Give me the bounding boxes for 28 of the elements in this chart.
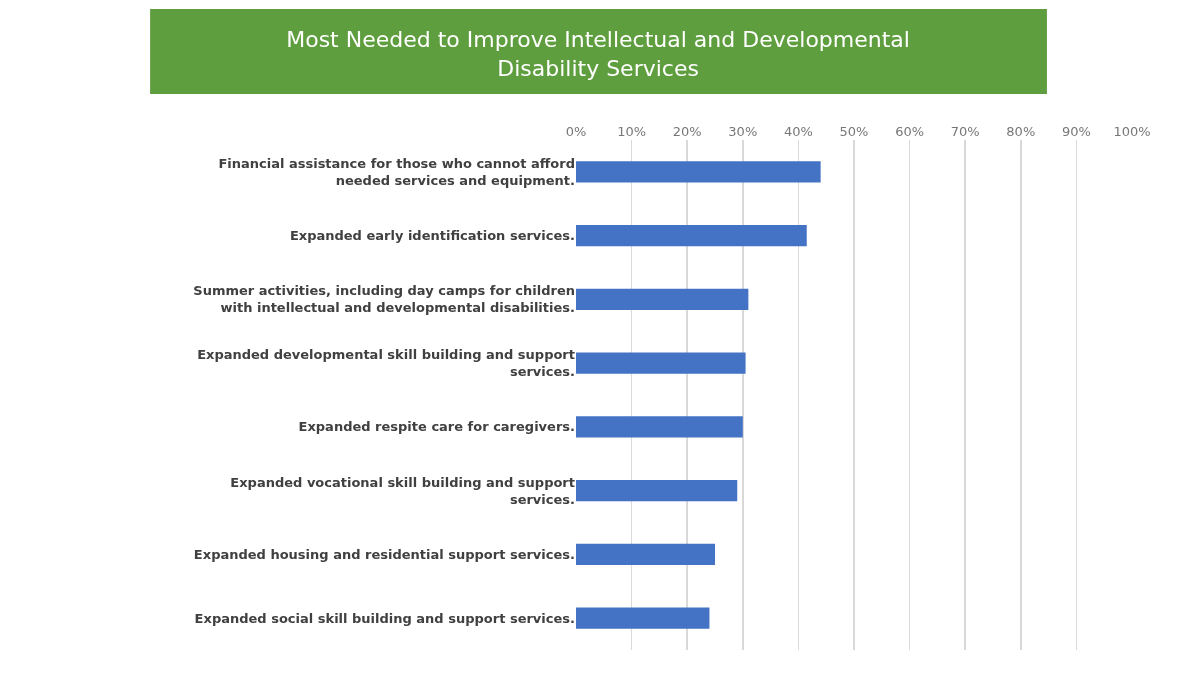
bar [576, 416, 743, 438]
x-tick-label: 100% [1113, 124, 1151, 140]
x-tick-label: 20% [672, 124, 702, 140]
y-tick-label: Expanded vocational skill building and support services. [230, 474, 575, 507]
x-tick-label: 50% [839, 124, 869, 140]
x-tick-label: 10% [617, 124, 647, 140]
x-tick-label: 40% [783, 124, 813, 140]
x-tick-label: 60% [895, 124, 925, 140]
y-tick-label: Summer activities, including day camps for children with intellectual and developmental disabilities. [193, 283, 575, 316]
bar [576, 543, 715, 565]
chart-title: Most Needed to Improve Intellectual and Developmental Disability Services [286, 27, 910, 81]
y-tick-label: Expanded respite care for caregivers. [298, 419, 575, 435]
x-tick-label: 30% [728, 124, 758, 140]
x-tick-label: 70% [950, 124, 980, 140]
y-tick-label: Financial assistance for those who cannot afford needed services and equipment. [218, 155, 575, 188]
bar [576, 607, 710, 629]
bar [576, 161, 821, 183]
bar [576, 225, 807, 247]
x-tick-label: 80% [1006, 124, 1036, 140]
y-tick-label: Expanded early identification services. [289, 228, 575, 244]
bar [576, 352, 746, 374]
bar [576, 288, 749, 310]
bar [576, 480, 738, 502]
y-tick-label: Expanded social skill building and support services. [194, 610, 575, 626]
y-tick-label: Expanded housing and residential support services. [193, 546, 575, 562]
x-tick-label: 90% [1061, 124, 1091, 140]
x-tick-label: 0% [565, 124, 587, 140]
y-tick-label: Expanded developmental skill building and support services. [197, 347, 575, 380]
